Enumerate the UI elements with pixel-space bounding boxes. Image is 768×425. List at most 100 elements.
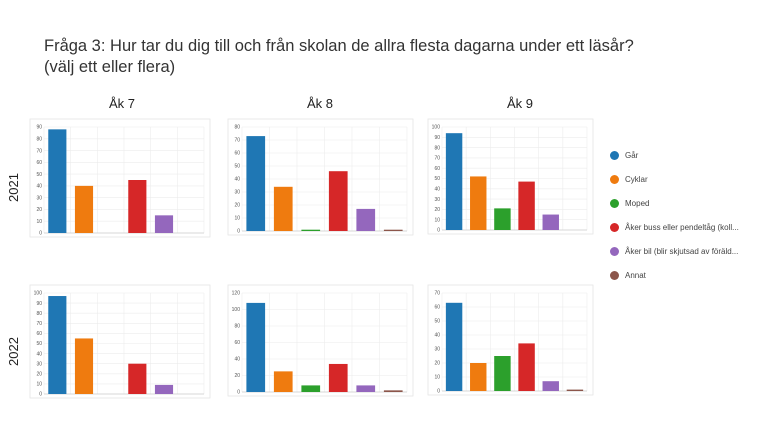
y-tick-label: 100: [34, 291, 43, 297]
column-header-ak8: Åk 8: [306, 96, 333, 111]
bar[interactable]: [246, 302, 266, 392]
legend-marker-icon: [610, 270, 619, 280]
y-tick-label: 80: [36, 311, 42, 317]
y-tick-label: 40: [234, 357, 240, 363]
y-tick-label: 50: [36, 172, 42, 178]
legend-label: Moped: [625, 198, 650, 208]
bar[interactable]: [383, 229, 403, 231]
legend-marker-icon: [610, 198, 619, 208]
bar[interactable]: [154, 215, 174, 233]
y-tick-label: 50: [36, 341, 42, 347]
legend-marker-icon: [610, 222, 619, 232]
legend-item[interactable]: Går: [610, 148, 638, 162]
bar[interactable]: [328, 363, 348, 392]
bar[interactable]: [128, 180, 147, 233]
y-tick-label: 0: [437, 389, 440, 395]
y-tick-label: 70: [434, 156, 440, 162]
y-tick-label: 20: [36, 207, 42, 213]
legend-label: Går: [625, 150, 639, 160]
y-tick-label: 0: [437, 228, 440, 234]
y-tick-label: 50: [234, 164, 240, 170]
bar[interactable]: [273, 186, 293, 231]
bar[interactable]: [48, 129, 67, 233]
column-header-ak7: Åk 7: [108, 96, 135, 111]
bar[interactable]: [518, 181, 535, 230]
bar-chart-2022-åk8: 0 20 40 60 80 100 120: [227, 284, 414, 397]
bar[interactable]: [301, 229, 321, 231]
legend-item[interactable]: Annat: [610, 268, 646, 282]
bar[interactable]: [566, 389, 584, 391]
y-tick-label: 40: [434, 333, 440, 339]
bar[interactable]: [273, 371, 293, 392]
y-tick-label: 0: [237, 229, 240, 235]
legend-item[interactable]: Åker bil (blir skjutsad av föräld...: [610, 244, 738, 258]
y-tick-label: 90: [36, 301, 42, 307]
y-tick-label: 60: [36, 331, 42, 337]
bar[interactable]: [356, 208, 376, 231]
y-tick-label: 50: [434, 319, 440, 325]
bar[interactable]: [542, 214, 559, 230]
title-line-2: (välj ett eller flera): [44, 58, 176, 76]
y-tick-label: 40: [36, 184, 42, 190]
legend-marker-icon: [610, 246, 619, 256]
bar-chart-2021-åk7: 0 10 20 30 40 50 60 70 80 90: [29, 118, 211, 238]
y-tick-label: 60: [234, 151, 240, 157]
bar[interactable]: [494, 208, 511, 230]
y-tick-label: 20: [36, 372, 42, 378]
bar-chart-2022-åk9: 0 10 20 30 40 50 60 70: [427, 284, 594, 396]
y-tick-label: 70: [434, 291, 440, 297]
y-tick-label: 10: [234, 216, 240, 222]
y-tick-label: 80: [234, 125, 240, 131]
legend-item[interactable]: Åker buss eller pendeltåg (koll...: [610, 220, 739, 234]
y-tick-label: 90: [36, 125, 42, 131]
y-tick-label: 60: [434, 166, 440, 172]
legend-label: Åker buss eller pendeltåg (koll...: [625, 222, 739, 232]
y-tick-label: 60: [234, 340, 240, 346]
legend-item[interactable]: Cyklar: [610, 172, 648, 186]
bar[interactable]: [301, 385, 321, 392]
bar[interactable]: [246, 136, 266, 231]
y-tick-label: 70: [36, 321, 42, 327]
y-tick-label: 30: [434, 347, 440, 353]
bar[interactable]: [128, 363, 147, 394]
legend-item[interactable]: Moped: [610, 196, 649, 210]
bar[interactable]: [74, 338, 94, 394]
y-tick-label: 30: [36, 195, 42, 201]
bar[interactable]: [494, 356, 511, 391]
bar[interactable]: [470, 176, 487, 230]
legend-label: Åker bil (blir skjutsad av föräld...: [625, 246, 739, 256]
bar[interactable]: [470, 363, 487, 391]
y-tick-label: 10: [434, 217, 440, 223]
slide-title: Fråga 3: Hur tar du dig till och från sk…: [44, 36, 634, 78]
y-tick-label: 20: [234, 373, 240, 379]
bar-chart-2022-åk7: 0 10 20 30 40 50 60 70 80 90 100: [29, 284, 211, 399]
bar[interactable]: [48, 296, 67, 394]
y-tick-label: 100: [432, 125, 441, 131]
y-tick-label: 10: [36, 382, 42, 388]
y-tick-label: 60: [434, 305, 440, 311]
bar[interactable]: [518, 343, 535, 391]
bar[interactable]: [542, 381, 559, 391]
legend-marker-icon: [610, 174, 619, 184]
y-tick-label: 30: [434, 197, 440, 203]
y-tick-label: 120: [232, 291, 241, 297]
bar[interactable]: [328, 171, 348, 231]
column-header-ak9: Åk 9: [506, 96, 533, 111]
title-line-1: Fråga 3: Hur tar du dig till och från sk…: [44, 37, 634, 55]
bar[interactable]: [74, 185, 94, 233]
y-tick-label: 80: [234, 324, 240, 330]
y-tick-label: 60: [36, 160, 42, 166]
bar[interactable]: [445, 302, 463, 391]
legend-label: Cyklar: [625, 174, 648, 184]
bar[interactable]: [445, 133, 463, 230]
y-tick-label: 30: [36, 361, 42, 367]
bar[interactable]: [383, 390, 403, 392]
y-tick-label: 40: [234, 177, 240, 183]
y-tick-label: 80: [36, 136, 42, 142]
y-tick-label: 50: [434, 176, 440, 182]
bar[interactable]: [356, 385, 376, 392]
bar-chart-2021-åk9: 0 10 20 30 40 50 60 70 80 90 100: [427, 118, 594, 235]
bar[interactable]: [154, 384, 174, 394]
y-tick-label: 20: [234, 203, 240, 209]
